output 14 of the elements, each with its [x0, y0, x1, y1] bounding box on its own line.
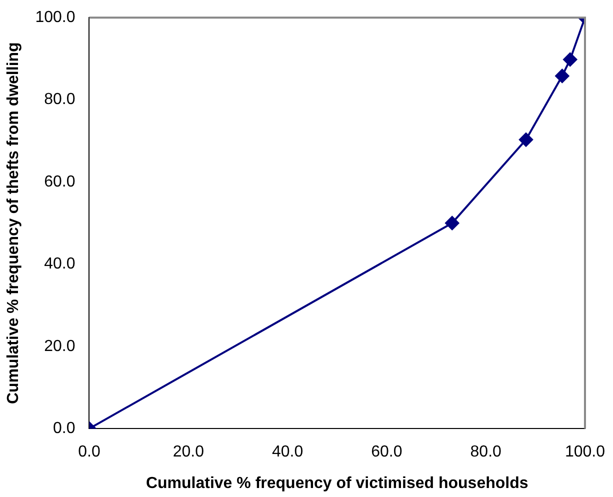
x-tick-label: 60.0 — [371, 444, 402, 461]
y-axis-title: Cumulative % frequency of thefts from dwelling — [5, 42, 22, 404]
y-tick-label: 100.0 — [35, 9, 76, 26]
y-tick-label: 40.0 — [44, 256, 76, 273]
y-tick-label: 80.0 — [44, 91, 76, 108]
x-tick-label: 80.0 — [470, 444, 502, 461]
y-tick-label: 20.0 — [44, 338, 76, 355]
y-tick-label: 60.0 — [44, 173, 76, 190]
x-tick-label: 40.0 — [272, 444, 304, 461]
x-axis-title: Cumulative % frequency of victimised households — [146, 474, 528, 492]
y-tick-label: 0.0 — [52, 420, 76, 438]
x-tick-label: 20.0 — [172, 444, 204, 461]
x-tick-label: 0.0 — [78, 444, 100, 461]
x-tick-label: 100.0 — [564, 444, 606, 461]
